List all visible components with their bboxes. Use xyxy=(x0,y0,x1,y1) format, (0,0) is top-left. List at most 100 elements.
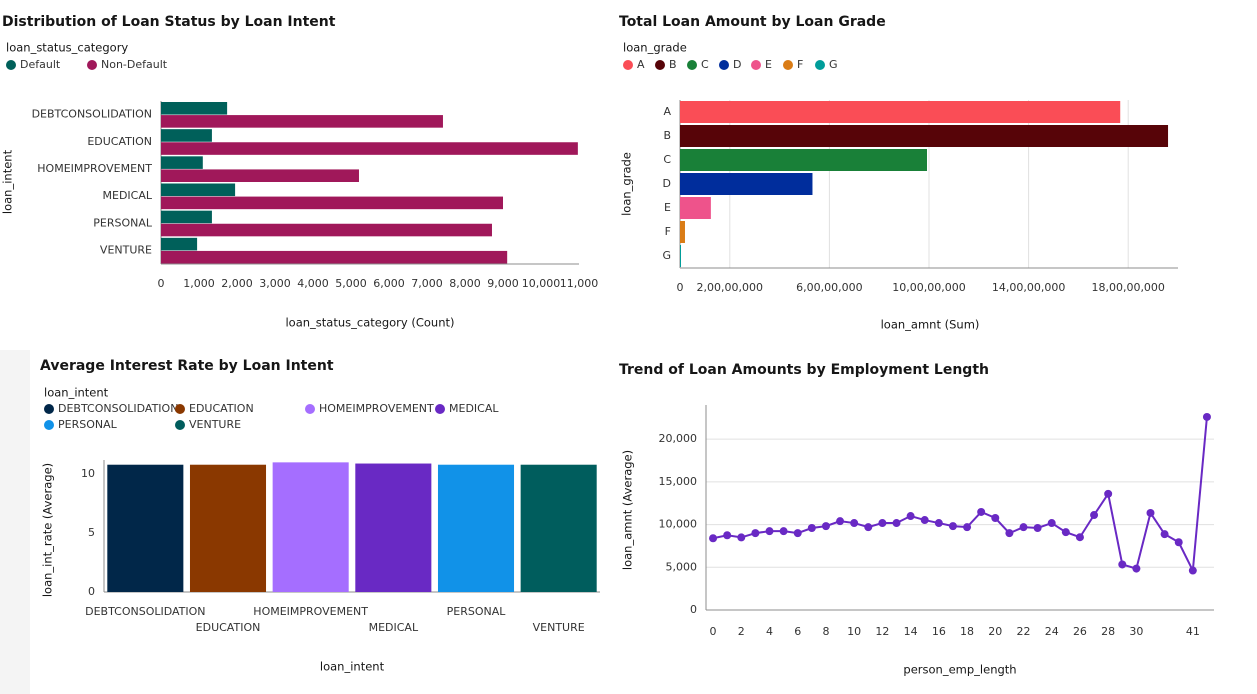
bar xyxy=(680,149,928,171)
x-tick-label: EDUCATION xyxy=(196,621,261,634)
x-tick-label: 26 xyxy=(1073,625,1087,638)
point xyxy=(836,517,845,526)
legend-swatch xyxy=(815,60,825,70)
point xyxy=(1160,530,1169,539)
legend-swatch xyxy=(175,404,185,414)
point xyxy=(1118,560,1127,569)
x-tick-label: 10,000 xyxy=(522,277,561,290)
line xyxy=(712,416,1208,575)
y-tick-label: C xyxy=(663,153,671,166)
x-tick-label: 30 xyxy=(1129,625,1143,638)
bar xyxy=(189,464,267,592)
point xyxy=(892,519,901,528)
point xyxy=(1033,524,1042,532)
bar xyxy=(161,250,508,264)
legend-swatch xyxy=(783,60,793,70)
legend-swatch xyxy=(44,404,54,414)
y-tick-label: 0 xyxy=(690,603,697,616)
x-axis-label: loan_amnt (Sum) xyxy=(881,318,980,332)
point xyxy=(991,514,1000,523)
x-tick-label: HOMEIMPROVEMENT xyxy=(253,605,368,618)
bar xyxy=(107,464,184,592)
legend-label: MEDICAL xyxy=(449,402,499,415)
x-tick-label: 3,000 xyxy=(259,277,291,290)
bar xyxy=(680,173,813,195)
x-tick-label: 10,00,00,000 xyxy=(892,281,965,294)
point xyxy=(1090,511,1099,520)
point xyxy=(850,519,859,528)
point xyxy=(977,507,986,516)
y-tick-label: VENTURE xyxy=(100,243,152,256)
y-tick-label: 10 xyxy=(81,467,95,480)
chart-title: Total Loan Amount by Loan Grade xyxy=(619,14,886,30)
y-tick-label: 15,000 xyxy=(659,475,698,488)
point xyxy=(1075,533,1084,542)
x-axis-label: loan_intent xyxy=(320,660,385,674)
point xyxy=(793,529,802,538)
x-tick-label: 28 xyxy=(1101,625,1115,638)
point xyxy=(878,519,887,528)
legend-label: EDUCATION xyxy=(189,402,254,415)
x-axis-label: loan_status_category (Count) xyxy=(285,316,454,330)
x-tick-label: 12 xyxy=(875,625,889,638)
bar xyxy=(680,197,711,219)
x-tick-label: 8,000 xyxy=(449,277,481,290)
x-tick-label: 10 xyxy=(847,625,861,638)
point xyxy=(765,527,774,536)
x-tick-label: 9,000 xyxy=(487,277,519,290)
bar xyxy=(161,210,212,224)
bar xyxy=(161,156,203,169)
point xyxy=(864,523,873,532)
y-tick-label: 0 xyxy=(88,585,95,598)
point xyxy=(1104,489,1113,498)
x-tick-label: 11,000 xyxy=(560,277,599,290)
y-tick-label: G xyxy=(662,249,671,262)
y-tick-label: F xyxy=(665,225,671,238)
point xyxy=(1202,412,1211,421)
legend-swatch xyxy=(87,60,97,70)
point xyxy=(751,529,760,538)
x-tick-label: VENTURE xyxy=(533,621,585,634)
legend-title: loan_status_category xyxy=(6,41,128,55)
x-tick-label: 6,00,00,000 xyxy=(796,281,862,294)
x-tick-label: 2,000 xyxy=(221,277,253,290)
point xyxy=(807,524,816,532)
x-tick-label: 24 xyxy=(1045,625,1059,638)
legend-label: VENTURE xyxy=(189,418,241,431)
point xyxy=(723,531,732,540)
x-tick-label: 0 xyxy=(677,281,684,294)
point xyxy=(779,527,788,536)
x-tick-label: 14,00,00,000 xyxy=(992,281,1065,294)
y-tick-label: E xyxy=(664,201,671,214)
point xyxy=(1146,508,1155,517)
point xyxy=(1005,529,1014,538)
x-tick-label: PERSONAL xyxy=(447,605,507,618)
y-axis-label: loan_grade xyxy=(620,152,634,216)
legend-swatch xyxy=(6,60,16,70)
legend-swatch xyxy=(719,60,729,70)
y-tick-label: DEBTCONSOLIDATION xyxy=(32,108,152,121)
chart-title: Trend of Loan Amounts by Employment Leng… xyxy=(619,362,989,378)
y-tick-label: EDUCATION xyxy=(87,135,152,148)
x-tick-label: 6 xyxy=(794,625,801,638)
x-tick-label: DEBTCONSOLIDATION xyxy=(85,605,205,618)
point xyxy=(1174,538,1183,547)
x-tick-label: 2 xyxy=(738,625,745,638)
x-tick-label: 18,00,00,000 xyxy=(1091,281,1164,294)
chart-title: Average Interest Rate by Loan Intent xyxy=(40,358,334,374)
y-tick-label: 10,000 xyxy=(659,518,698,531)
point xyxy=(1061,528,1070,537)
x-tick-label: 8 xyxy=(822,625,829,638)
x-tick-label: 6,000 xyxy=(373,277,405,290)
y-tick-label: D xyxy=(663,177,671,190)
x-tick-label: 22 xyxy=(1017,625,1031,638)
point xyxy=(948,522,957,531)
bar xyxy=(161,183,236,197)
legend-swatch xyxy=(623,60,633,70)
legend-swatch xyxy=(305,404,315,414)
point xyxy=(821,522,830,531)
legend-label: C xyxy=(701,58,709,71)
x-tick-label: 2,00,00,000 xyxy=(697,281,763,294)
legend-swatch xyxy=(175,420,185,430)
